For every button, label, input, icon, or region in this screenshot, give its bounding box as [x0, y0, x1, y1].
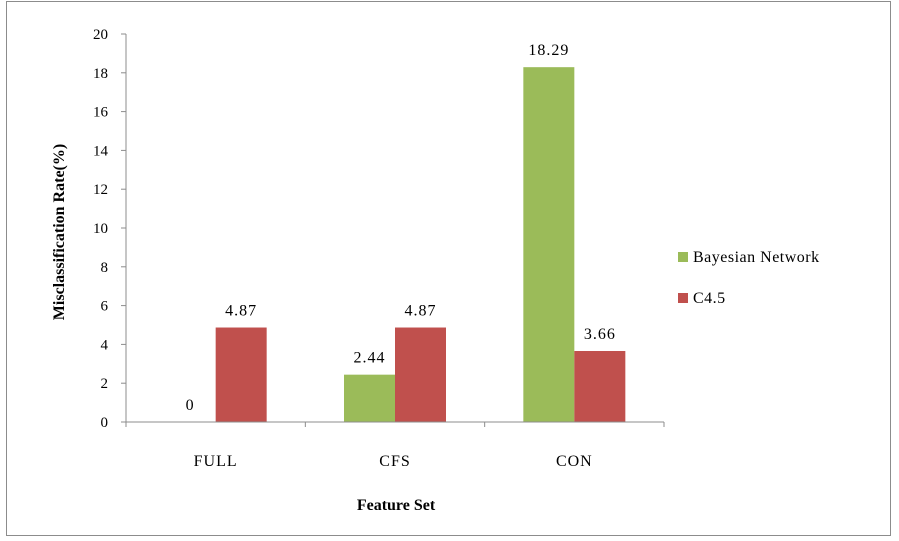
- bar: [215, 327, 267, 422]
- y-tick-label: 18: [93, 66, 108, 82]
- y-tick-label: 12: [93, 182, 108, 198]
- bars: 0 2.44 18.29 4.87 4.87 3.66: [186, 42, 626, 422]
- y-axis: 0 2 4 6 8 10 12 14 16 18 20: [93, 27, 127, 431]
- bar: [344, 374, 395, 422]
- y-tick-label: 10: [93, 221, 108, 237]
- bar: [395, 327, 446, 422]
- data-label: 4.87: [405, 303, 437, 320]
- legend-swatch: [678, 293, 688, 303]
- y-axis-title: Misclassification Rate(%): [51, 144, 68, 320]
- x-category-label: FULL: [194, 453, 238, 470]
- y-tick-label: 4: [101, 337, 109, 353]
- y-tick-label: 14: [93, 143, 109, 159]
- legend-label: C4.5: [693, 290, 726, 307]
- x-axis-title: Feature Set: [357, 497, 436, 514]
- legend-label: Bayesian Network: [693, 249, 820, 266]
- chart-frame: [6, 1, 891, 536]
- y-tick-label: 20: [93, 27, 108, 43]
- data-label: 3.66: [584, 326, 616, 343]
- legend-swatch: [678, 252, 688, 262]
- legend: Bayesian Network C4.5: [678, 249, 820, 307]
- y-tick-label: 0: [101, 415, 109, 431]
- data-label: 2.44: [354, 350, 386, 367]
- bar: [574, 350, 626, 422]
- y-tick-label: 6: [101, 299, 109, 315]
- y-tick-label: 8: [101, 260, 109, 276]
- data-label: 0: [186, 397, 195, 414]
- x-category-label: CON: [556, 453, 593, 470]
- data-label: 18.29: [528, 42, 569, 59]
- data-label: 4.87: [225, 303, 257, 320]
- y-tick-label: 2: [101, 376, 109, 392]
- x-axis: FULL CFS CON: [125, 421, 665, 470]
- bar: [523, 67, 575, 422]
- y-tick-label: 16: [93, 105, 109, 121]
- x-category-label: CFS: [379, 453, 410, 470]
